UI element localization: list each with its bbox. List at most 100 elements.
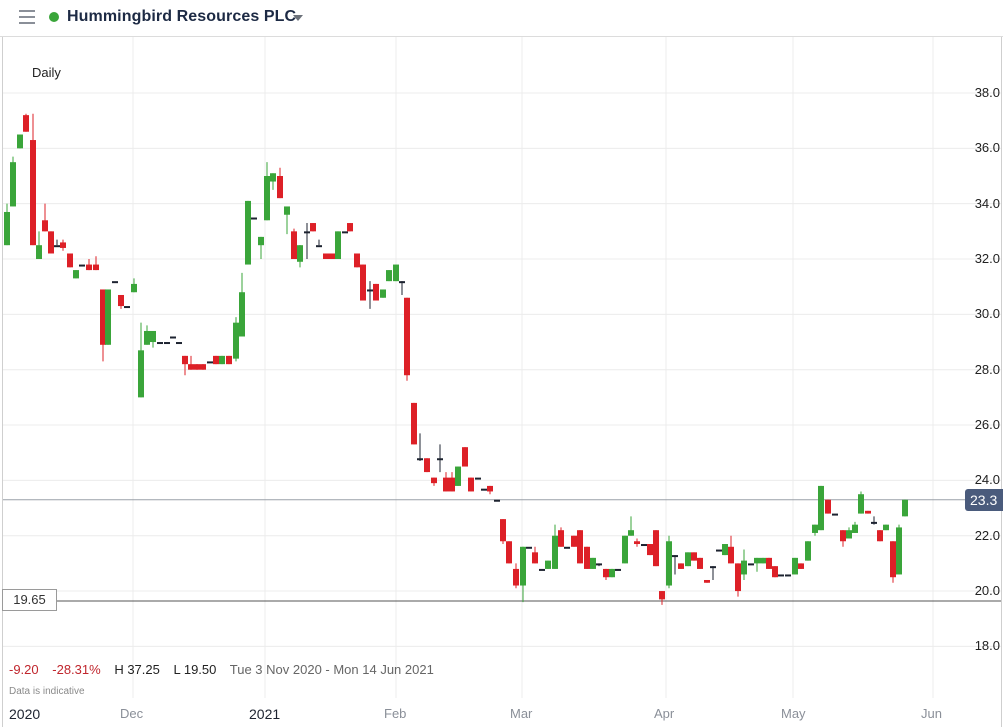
candle-body: [772, 566, 778, 578]
candle-body: [609, 568, 615, 578]
candle-body: [449, 477, 455, 492]
candle-body: [226, 355, 232, 365]
candle-body: [487, 485, 493, 492]
date-range: Tue 3 Nov 2020 - Mon 14 Jun 2021: [229, 662, 434, 677]
candle-body: [571, 535, 577, 547]
candle-body: [552, 535, 558, 569]
high-value: H 37.25: [114, 662, 160, 677]
candle-body: [590, 557, 596, 569]
candle-body: [526, 546, 532, 549]
candle-body: [73, 270, 79, 279]
x-tick-label: 2021: [249, 706, 281, 722]
y-tick-label: 30.0: [974, 306, 1000, 322]
candle-body: [138, 350, 144, 398]
candle-body: [342, 231, 348, 234]
candle-body: [622, 535, 628, 564]
candle-body: [42, 220, 48, 232]
chart-stats: -9.20 -28.31% H 37.25 L 19.50 Tue 3 Nov …: [9, 662, 444, 677]
y-tick-label: 32.0: [974, 251, 1000, 267]
candle-body: [877, 530, 883, 542]
candle-body: [443, 477, 449, 492]
candle-body: [754, 557, 760, 564]
candle-body: [678, 563, 684, 569]
candle-body: [417, 458, 423, 461]
candle-body: [792, 557, 798, 575]
candle-body: [297, 245, 303, 262]
candle-body: [666, 541, 672, 586]
y-tick-label: 20.0: [974, 583, 1000, 599]
candle-body: [778, 574, 784, 577]
candle-body: [277, 176, 283, 199]
candle-body: [766, 557, 772, 569]
candle-body: [200, 364, 206, 370]
candle-body: [144, 330, 150, 345]
candle-body: [188, 364, 194, 370]
candle-body: [697, 557, 703, 569]
market-status-dot: [49, 12, 59, 22]
candle-body: [760, 557, 766, 564]
candle-body: [785, 574, 791, 577]
candle-body: [399, 281, 405, 284]
candle-body: [354, 253, 360, 268]
candle-body: [10, 162, 16, 207]
candle-body: [323, 253, 329, 260]
candle-body: [437, 458, 443, 461]
candle-body: [634, 541, 640, 545]
x-tick-label: Feb: [384, 706, 407, 721]
candle-body: [641, 544, 647, 547]
candle-body: [424, 458, 430, 473]
chart-left-border: [2, 37, 3, 727]
candle-body: [475, 477, 481, 480]
hamburger-menu-icon[interactable]: [19, 10, 35, 24]
interval-label[interactable]: Daily: [32, 65, 61, 80]
candle-body: [506, 541, 512, 564]
candle-body: [411, 402, 417, 445]
instrument-title[interactable]: Hummingbird Resources PLC: [67, 8, 297, 25]
candle-body: [170, 336, 176, 339]
candle-body: [871, 521, 877, 524]
y-tick-label: 24.0: [974, 472, 1000, 488]
candle-body: [431, 477, 437, 484]
disclaimer: Data is indicative: [9, 686, 85, 697]
candle-body: [659, 591, 665, 600]
candle-body: [118, 294, 124, 307]
x-tick-label: Dec: [120, 706, 144, 721]
x-tick-label: 2020: [9, 706, 41, 722]
candle-body: [291, 231, 297, 260]
candle-body: [520, 546, 526, 586]
candle-body: [30, 140, 36, 246]
candle-body: [251, 217, 257, 220]
candle-body: [494, 499, 500, 502]
candle-body: [846, 530, 852, 539]
change-value: -9.20: [9, 662, 39, 677]
candle-body: [596, 563, 602, 566]
low-line-tag: 19.65: [2, 589, 57, 611]
chevron-down-icon[interactable]: [293, 15, 303, 21]
y-tick-label: 36.0: [974, 140, 1000, 156]
candle-body: [832, 513, 838, 516]
candle-body: [182, 355, 188, 365]
candle-body: [741, 560, 747, 575]
candle-body: [513, 568, 519, 586]
candle-body: [48, 231, 54, 254]
candle-body: [500, 519, 506, 542]
candle-body: [865, 510, 871, 514]
candle-body: [310, 223, 316, 232]
candle-body: [239, 292, 245, 337]
candle-body: [558, 530, 564, 547]
candle-body: [628, 530, 634, 536]
candle-body: [335, 231, 341, 260]
candle-body: [748, 563, 754, 566]
candle-body: [539, 568, 545, 571]
candle-body: [233, 322, 239, 359]
candle-body: [858, 494, 864, 514]
candle-body: [112, 281, 118, 284]
candle-body: [264, 176, 270, 221]
candle-body: [468, 477, 474, 492]
candle-body: [93, 264, 99, 271]
candle-body: [890, 541, 896, 578]
candle-body: [818, 485, 824, 531]
y-tick-label: 26.0: [974, 417, 1000, 433]
y-tick-label: 18.0: [974, 638, 1000, 654]
